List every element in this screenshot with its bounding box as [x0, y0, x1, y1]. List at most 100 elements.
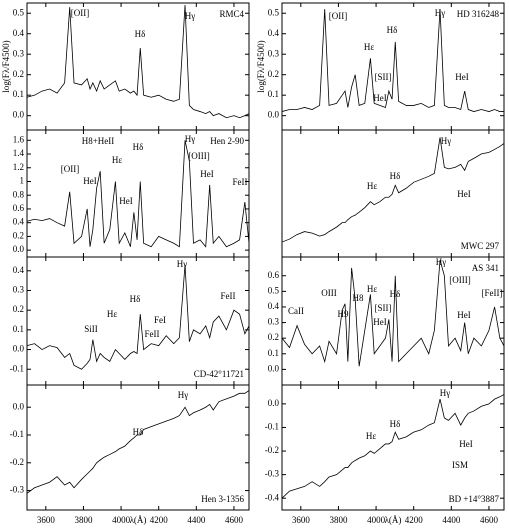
x-tick-label: 4600: [480, 515, 499, 525]
star-name: MWC 297: [461, 241, 500, 251]
y-tick-label: 1: [20, 176, 25, 186]
line-label: Hγ: [185, 134, 195, 144]
panel-frame: [281, 2, 505, 131]
x-tick-label: 4600: [225, 515, 244, 525]
y-tick-label: 0.4: [13, 28, 25, 38]
line-label: [FeII]: [482, 288, 503, 298]
line-label: Hγ: [435, 8, 445, 18]
line-label: Hγ: [440, 388, 450, 398]
y-tick-label: 0.0: [268, 398, 280, 408]
line-label: Hδ: [133, 142, 144, 152]
y-tick-label: 0.1: [268, 348, 279, 358]
star-name: AS 341: [472, 263, 499, 273]
y-tick-label: 1.6: [13, 134, 25, 144]
star-name: CD-42°11721: [194, 369, 244, 379]
y-tick-label: -0.4: [265, 492, 280, 502]
line-label: Hε: [367, 181, 377, 191]
y-tick-label: 0.4: [13, 217, 25, 227]
y-tick-label: 0.0: [13, 401, 25, 411]
y-tick-label: 0.4: [13, 265, 25, 275]
x-tick-label: 3800: [74, 515, 93, 525]
star-name: Hen 2-90: [210, 136, 244, 146]
line-label: Hδ: [390, 171, 401, 181]
line-label: [SII]: [375, 72, 392, 82]
y-tick-label: 0.8: [13, 189, 25, 199]
spectrum-line: [281, 9, 504, 112]
line-label: Hγ: [185, 11, 195, 21]
spectrum-line: [281, 260, 505, 367]
y-tick-label: 0.2: [268, 69, 279, 79]
y-tick-label: -0.1: [10, 429, 24, 439]
line-label: Hδ: [133, 427, 144, 437]
x-tick-label: 4200: [150, 515, 169, 525]
line-label: H8+HeII: [82, 136, 115, 146]
line-label: Hγ: [177, 259, 187, 269]
line-label: FeII: [233, 177, 248, 187]
spectrum-line: [26, 264, 250, 370]
y-tick-label: 0.1: [13, 324, 24, 334]
y-tick-label: 0.4: [268, 301, 280, 311]
y-tick-label: -0.2: [10, 457, 24, 467]
line-label: Hγ: [178, 390, 188, 400]
line-label: FeII: [221, 291, 236, 301]
line-label: HeI: [455, 72, 469, 82]
y-tick-label: 1.2: [13, 162, 24, 172]
line-label: [OIII]: [449, 275, 471, 285]
x-axis-label: λ(Å): [385, 515, 402, 525]
panel-frame: [281, 384, 505, 511]
panel-frame: [26, 256, 250, 386]
y-tick-label: 0.2: [13, 230, 24, 240]
line-label: Hε: [107, 309, 117, 319]
line-label: CaII: [288, 306, 304, 316]
y-axis-label: log(Fλ/F4500): [256, 40, 266, 92]
line-label: H9: [338, 309, 349, 319]
line-label: FeI: [154, 315, 166, 325]
y-tick-label: 0.3: [268, 48, 280, 58]
y-tick-label: 1.4: [13, 148, 25, 158]
spectrum-line: [26, 390, 250, 494]
line-label: [OII]: [329, 11, 348, 21]
y-tick-label: 0.3: [13, 285, 25, 295]
line-label: [OII]: [61, 164, 80, 174]
y-tick-label: 0.1: [13, 89, 24, 99]
line-label: HeI: [83, 176, 97, 186]
line-label: Hε: [367, 284, 377, 294]
line-label: Hε: [364, 42, 374, 52]
line-label: [OII]: [71, 8, 90, 18]
star-name: RMC4: [219, 9, 244, 19]
y-tick-label: -0.3: [265, 469, 280, 479]
line-label: Hγ: [441, 136, 451, 146]
y-tick-label: 0.0: [13, 344, 25, 354]
y-tick-label: 0.4: [268, 28, 280, 38]
y-tick-label: 0.3: [268, 317, 280, 327]
y-tick-label: 0.3: [13, 48, 25, 58]
y-tick-label: -0.1: [10, 363, 24, 373]
y-tick-label: -0.3: [10, 485, 25, 495]
y-tick-label: 0.0: [268, 363, 280, 373]
panel-frame: [26, 2, 250, 131]
spectrum-line: [26, 140, 250, 248]
y-tick-label: 0.1: [268, 89, 279, 99]
line-label: HeI: [373, 317, 387, 327]
y-tick-label: 0.5: [13, 7, 25, 17]
y-tick-label: 0.6: [268, 270, 280, 280]
line-label: ISM: [452, 460, 468, 470]
y-tick-label: 0.6: [13, 203, 25, 213]
y-tick-label: 0.2: [13, 69, 24, 79]
line-label: Hδ: [387, 25, 398, 35]
line-label: Hδ: [135, 29, 146, 39]
y-tick-label: 0.0: [13, 244, 25, 254]
line-label: Hε: [366, 431, 376, 441]
spectrum-line: [281, 137, 505, 243]
panel-frame: [26, 384, 250, 511]
y-tick-label: 0.2: [13, 304, 24, 314]
x-tick-label: 4400: [187, 515, 206, 525]
line-label: Hδ: [390, 419, 401, 429]
spectrum-line: [281, 394, 505, 499]
y-tick-label: 0.5: [268, 7, 280, 17]
line-label: Hδ: [130, 294, 141, 304]
y-tick-label: -0.1: [265, 422, 279, 432]
line-label: HeI: [457, 310, 471, 320]
line-label: FeII: [145, 329, 160, 339]
y-tick-label: 0.0: [268, 110, 280, 120]
